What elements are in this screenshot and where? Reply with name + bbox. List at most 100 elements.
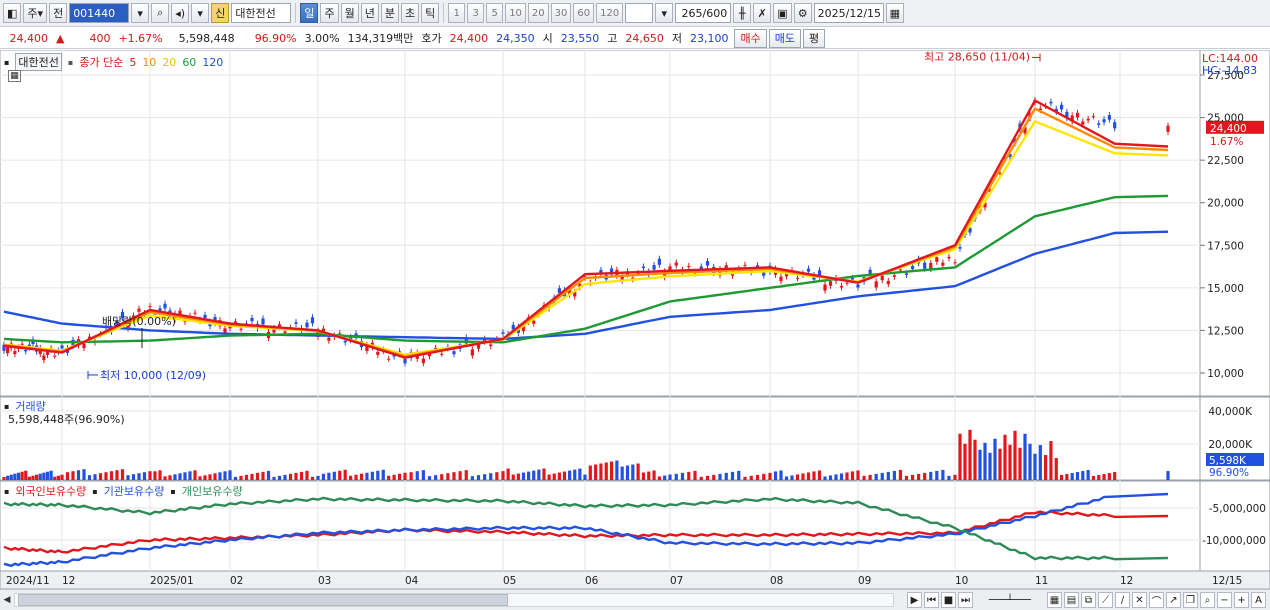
candle-body[interactable] xyxy=(923,262,927,269)
step-30-button[interactable]: 30 xyxy=(550,3,572,23)
volume-bar[interactable] xyxy=(387,475,391,480)
volume-bar[interactable] xyxy=(724,472,728,480)
volume-bar[interactable] xyxy=(56,475,60,480)
volume-bar[interactable] xyxy=(521,472,526,480)
candle-body[interactable] xyxy=(568,288,572,295)
volume-bar[interactable] xyxy=(958,433,962,480)
fib-icon[interactable]: ⌒ xyxy=(1149,592,1164,608)
volume-bar[interactable] xyxy=(1049,441,1053,480)
candle-body[interactable] xyxy=(983,202,987,208)
volume-bar[interactable] xyxy=(266,470,271,480)
volume-bar[interactable] xyxy=(699,476,703,480)
volume-bar[interactable] xyxy=(343,469,347,480)
candle-body[interactable] xyxy=(636,272,640,274)
copy-icon[interactable]: ❐ xyxy=(1183,592,1198,608)
volume-bar[interactable] xyxy=(652,470,656,480)
candle-body[interactable] xyxy=(988,189,992,193)
volume-bar[interactable] xyxy=(1054,458,1058,480)
volume-bar[interactable] xyxy=(354,474,358,480)
candle-body[interactable] xyxy=(1166,125,1170,132)
volume-bar[interactable] xyxy=(898,469,903,480)
volume-bar[interactable] xyxy=(718,473,722,480)
volume-bar[interactable] xyxy=(963,443,967,480)
candle-body[interactable] xyxy=(338,333,342,335)
volume-bar[interactable] xyxy=(547,474,551,480)
volume-bar[interactable] xyxy=(6,475,10,480)
candle-body[interactable] xyxy=(845,282,849,284)
volume-bar[interactable] xyxy=(880,472,884,480)
candle-body[interactable] xyxy=(718,269,722,276)
stock-name-tag[interactable]: 대한전선 xyxy=(15,53,62,71)
volume-bar[interactable] xyxy=(349,475,353,480)
ma-20-line[interactable] xyxy=(3,119,1169,356)
volume-bar[interactable] xyxy=(87,475,92,480)
volume-bar[interactable] xyxy=(892,470,896,480)
candle-body[interactable] xyxy=(850,277,855,280)
speaker-icon[interactable]: ◂) xyxy=(171,3,190,23)
volume-bar[interactable] xyxy=(327,472,331,480)
volume-bar[interactable] xyxy=(845,472,849,480)
candle-body[interactable] xyxy=(904,273,909,275)
volume-bar[interactable] xyxy=(625,465,630,480)
candle-body[interactable] xyxy=(476,344,481,349)
volume-bar[interactable] xyxy=(440,474,444,480)
candle-body[interactable] xyxy=(652,265,656,270)
legend-foreign-holding[interactable]: 외국인보유수량 xyxy=(15,485,87,498)
volume-bar[interactable] xyxy=(668,474,672,480)
volume-bar[interactable] xyxy=(288,473,293,480)
volume-bar[interactable] xyxy=(16,472,21,480)
volume-bar[interactable] xyxy=(620,466,624,480)
volume-bar[interactable] xyxy=(516,473,520,480)
volume-bar[interactable] xyxy=(193,470,197,480)
volume-bar[interactable] xyxy=(795,474,800,480)
gear-icon[interactable]: ⚙ xyxy=(793,3,812,23)
candle-body[interactable] xyxy=(578,284,582,288)
candle-body[interactable] xyxy=(305,322,309,328)
volume-bar[interactable] xyxy=(828,475,833,480)
volume-bar[interactable] xyxy=(403,472,407,480)
volume-bar[interactable] xyxy=(332,471,336,480)
candle-body[interactable] xyxy=(1049,101,1053,104)
fast-forward-icon[interactable]: ⏭ xyxy=(958,592,973,608)
arrow-icon[interactable]: ↗ xyxy=(1166,592,1181,608)
step-1-button[interactable]: 1 xyxy=(448,3,466,23)
volume-bar[interactable] xyxy=(421,470,425,480)
volume-bar[interactable] xyxy=(489,473,493,480)
candle-body[interactable] xyxy=(223,328,227,333)
candle-body[interactable] xyxy=(657,258,661,265)
volume-bar[interactable] xyxy=(993,438,997,480)
volume-bar[interactable] xyxy=(647,471,651,480)
zoom-slider[interactable]: ───┴─── xyxy=(988,594,1032,606)
volume-bar[interactable] xyxy=(1081,471,1085,480)
candle-body[interactable] xyxy=(935,257,939,262)
grid-icon[interactable]: ▦ xyxy=(1047,592,1062,608)
candle-body[interactable] xyxy=(968,227,972,233)
step-20-button[interactable]: 20 xyxy=(527,3,549,23)
candle-body[interactable] xyxy=(464,337,468,344)
volume-bar[interactable] xyxy=(874,473,878,480)
scroll-thumb[interactable] xyxy=(18,594,508,606)
candle-body[interactable] xyxy=(483,338,487,342)
volume-bar[interactable] xyxy=(38,473,42,480)
candle-body[interactable] xyxy=(327,337,331,341)
volume-bar[interactable] xyxy=(53,476,57,480)
volume-bar[interactable] xyxy=(705,475,710,480)
candle-body[interactable] xyxy=(511,324,515,330)
volume-bar[interactable] xyxy=(978,449,982,480)
volume-bar[interactable] xyxy=(779,470,783,480)
legend-series-label[interactable]: 종가 단순 xyxy=(79,56,124,69)
layout-icon[interactable]: ▤ xyxy=(1064,592,1079,608)
volume-bar[interactable] xyxy=(1028,443,1032,480)
volume-bar[interactable] xyxy=(495,472,499,480)
volume-bar[interactable] xyxy=(1018,447,1022,480)
candle-body[interactable] xyxy=(1081,121,1085,125)
candle-body[interactable] xyxy=(158,308,162,312)
volume-bar[interactable] xyxy=(935,470,939,480)
candle-body[interactable] xyxy=(1023,127,1027,134)
candle-body[interactable] xyxy=(233,321,238,323)
volume-bar[interactable] xyxy=(131,474,136,480)
candle-body[interactable] xyxy=(1038,108,1042,111)
volume-bar[interactable] xyxy=(13,473,17,480)
candle-body[interactable] xyxy=(886,281,890,285)
